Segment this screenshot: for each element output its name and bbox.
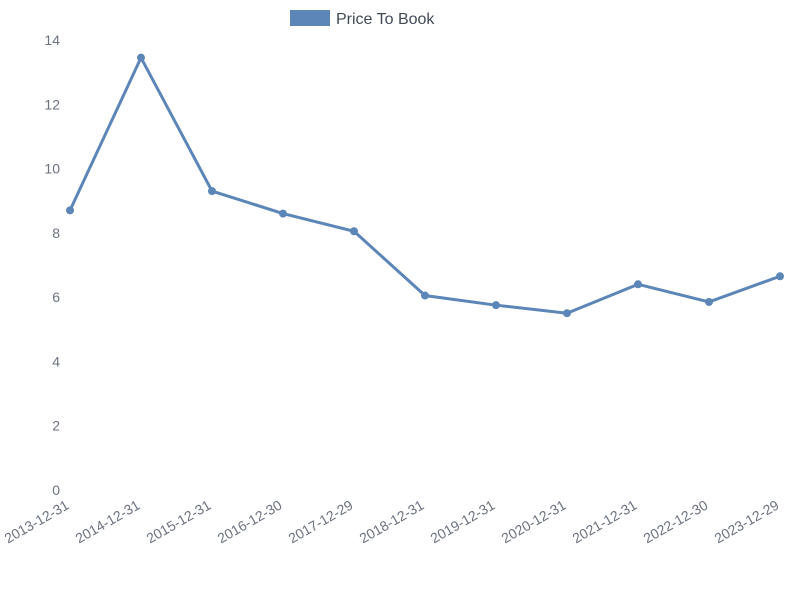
y-tick-label: 6 [52,289,60,305]
x-tick-label: 2016-12-30 [214,497,284,547]
y-tick-label: 4 [52,353,60,369]
x-tick-label: 2017-12-29 [285,497,355,547]
y-tick-label: 2 [52,418,60,434]
series-line [70,58,780,314]
x-tick-label: 2021-12-31 [569,497,639,547]
x-tick-label: 2023-12-29 [711,497,781,547]
y-tick-label: 0 [52,482,60,498]
data-point [137,54,145,62]
y-tick-label: 12 [44,96,60,112]
x-tick-label: 2020-12-31 [498,497,568,547]
data-point [492,301,500,309]
x-tick-label: 2019-12-31 [427,497,497,547]
data-point [208,187,216,195]
legend-label: Price To Book [336,11,435,28]
data-point [421,292,429,300]
data-point [279,210,287,218]
x-tick-label: 2014-12-31 [72,497,142,547]
legend-swatch [290,10,330,26]
data-point [350,227,358,235]
data-point [776,272,784,280]
chart-container: Price To Book 0 2 4 6 8 10 12 14 2013-12-312014-1… [0,0,800,600]
data-point [66,206,74,214]
y-tick-label: 10 [44,161,60,177]
y-tick-label: 8 [52,225,60,241]
x-tick-label: 2013-12-31 [1,497,71,547]
x-tick-label: 2015-12-31 [143,497,213,547]
data-point [563,309,571,317]
y-tick-label: 14 [44,32,60,48]
x-tick-label: 2018-12-31 [356,497,426,547]
data-point [705,298,713,306]
line-chart: Price To Book 0 2 4 6 8 10 12 14 2013-12-312014-1… [0,0,800,600]
x-tick-label: 2022-12-30 [640,497,710,547]
data-point [634,280,642,288]
